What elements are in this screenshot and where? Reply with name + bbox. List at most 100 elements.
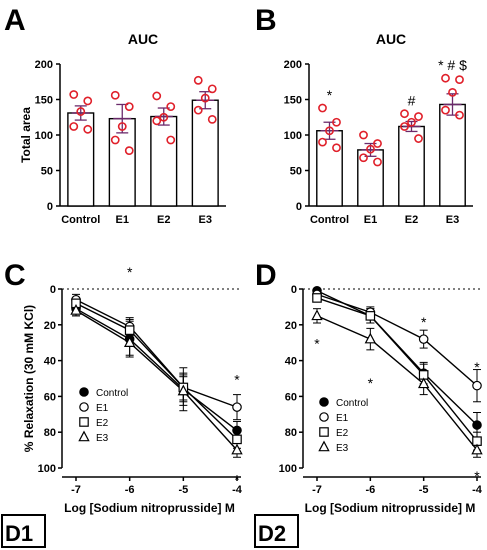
- panel-label-a: A: [4, 4, 26, 37]
- data-point: [124, 102, 134, 111]
- data-point: [152, 116, 162, 126]
- data-point: [69, 90, 79, 99]
- marker-e2: [79, 417, 89, 427]
- y-tick-label: 60: [285, 391, 297, 403]
- bar: [398, 125, 425, 207]
- x-tick-label: -6: [365, 484, 375, 496]
- y-tick-label: 20: [44, 320, 56, 332]
- series-line: [75, 309, 238, 451]
- y-tick-label: 100: [35, 130, 53, 142]
- data-point: [207, 114, 217, 124]
- data-point: [441, 105, 450, 115]
- panel-a-chart: AUC 0 50 100 150 200 Total area Control E1 E2 E3: [19, 31, 226, 226]
- legend-label: E1: [96, 403, 109, 414]
- chart-title: AUC: [128, 31, 158, 47]
- y-axis-label: Total area: [19, 107, 33, 163]
- bar: [316, 130, 343, 207]
- y-tick-label: 0: [296, 201, 302, 213]
- bar: [150, 115, 178, 207]
- data-point: [166, 102, 176, 111]
- significance-marker: *: [421, 314, 427, 330]
- y-tick-label: 200: [284, 59, 302, 71]
- y-tick-label: 100: [284, 130, 302, 142]
- marker-e1: [232, 402, 242, 412]
- marker-e2: [312, 293, 322, 303]
- data-point: [359, 130, 368, 140]
- x-tick-label: -7: [71, 484, 81, 496]
- data-point: [117, 122, 127, 131]
- significance-marker: *: [327, 87, 333, 103]
- x-axis-label: Log [Sodium nitroprusside] M: [64, 501, 235, 515]
- marker-e1: [472, 380, 482, 391]
- d1-label: D1: [5, 521, 33, 546]
- data-point: [207, 84, 217, 94]
- x-tick-label: E3: [446, 214, 459, 226]
- marker-control: [319, 397, 329, 407]
- data-point: [325, 126, 334, 136]
- y-tick-label: 40: [44, 356, 56, 368]
- data-point: [110, 90, 120, 100]
- x-tick-label: -7: [312, 484, 322, 496]
- significance-marker: *: [234, 472, 240, 488]
- marker-e2: [365, 311, 376, 321]
- x-tick-label: E1: [116, 214, 129, 226]
- significance-marker: *: [474, 468, 480, 484]
- y-tick-label: 80: [285, 427, 297, 439]
- marker-e2: [319, 427, 329, 437]
- data-point: [414, 112, 423, 121]
- marker-e3: [364, 332, 377, 344]
- data-point: [448, 88, 457, 97]
- data-point: [455, 75, 464, 85]
- marker-e3: [471, 443, 483, 455]
- x-tick-label: -6: [125, 484, 135, 496]
- panel-d-chart: 0 20 40 60 80 100 -7 -6 -5 -4 Log [Sodium nitropru…: [279, 284, 483, 515]
- marker-e3: [70, 303, 82, 315]
- data-point: [414, 134, 423, 143]
- data-point: [83, 96, 93, 106]
- d2-label: D2: [258, 521, 286, 546]
- data-point: [441, 73, 450, 83]
- data-point: [83, 124, 93, 134]
- data-point: [373, 157, 382, 167]
- significance-marker: *: [234, 372, 240, 388]
- data-point: [76, 107, 86, 116]
- data-point: [318, 103, 327, 113]
- x-tick-label: Control: [310, 214, 349, 226]
- marker-control: [79, 387, 89, 397]
- marker-e2: [232, 434, 242, 445]
- data-point: [407, 117, 416, 127]
- x-tick-label: -4: [472, 484, 483, 496]
- data-point: [455, 110, 464, 120]
- d1-box: D1: [1, 514, 46, 548]
- data-point: [366, 144, 375, 154]
- data-point: [373, 139, 382, 148]
- data-point: [332, 117, 341, 127]
- x-tick-label: Control: [61, 214, 100, 226]
- significance-marker: *: [127, 264, 133, 280]
- x-axis-label: Log [Sodium nitroprusside] M: [305, 501, 476, 515]
- bar: [357, 149, 384, 207]
- chart-title: AUC: [376, 31, 406, 47]
- marker-e3: [417, 377, 430, 389]
- legend-label: E3: [96, 433, 109, 444]
- data-point: [318, 137, 327, 147]
- marker-e3: [318, 440, 330, 452]
- y-tick-label: 0: [47, 201, 53, 213]
- significance-marker: * # $: [438, 57, 467, 73]
- data-point: [124, 146, 134, 156]
- marker-e3: [123, 336, 136, 347]
- y-tick-label: 40: [285, 356, 297, 368]
- series-line: [316, 315, 478, 451]
- marker-e1: [418, 334, 429, 344]
- x-tick-label: E3: [199, 214, 212, 226]
- y-tick-label: 20: [285, 320, 297, 332]
- data-point: [332, 143, 341, 153]
- panel-c-chart: 0 20 40 60 80 100 -7 -6 -5 -4 Log [Sodium nitropru…: [22, 264, 243, 515]
- y-tick-label: 50: [41, 166, 53, 178]
- y-tick-label: 150: [35, 95, 53, 107]
- data-point: [69, 122, 79, 131]
- y-tick-label: 0: [50, 284, 56, 296]
- marker-control: [472, 420, 482, 430]
- series-line: [75, 299, 238, 408]
